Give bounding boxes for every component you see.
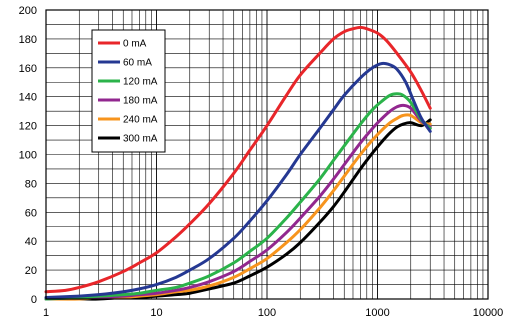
x-tick-label: 100 bbox=[258, 307, 276, 319]
y-tick-label: 0 bbox=[31, 294, 37, 306]
y-axis-tick-labels: 0 20 40 60 80 100 120 140 160 180 200 bbox=[19, 5, 37, 306]
y-tick-label: 80 bbox=[25, 178, 37, 190]
series-line-180-ma bbox=[44, 103, 432, 301]
y-tick-label: 100 bbox=[19, 150, 37, 162]
series-line-120-ma bbox=[44, 92, 432, 301]
series-line-60-ma bbox=[44, 61, 432, 300]
y-tick-label: 40 bbox=[25, 236, 37, 248]
y-tick-label: 60 bbox=[25, 207, 37, 219]
legend-label-60-ma: 60 mA bbox=[123, 58, 152, 69]
x-tick-label: 1000 bbox=[365, 307, 389, 319]
legend-label-240-ma: 240 mA bbox=[123, 115, 158, 126]
y-tick-label: 160 bbox=[19, 63, 37, 75]
series-line-0-ma bbox=[44, 25, 432, 294]
legend: 0 mA 60 mA 120 mA 180 mA 240 mA 300 mA bbox=[91, 29, 166, 153]
y-tick-label: 200 bbox=[19, 5, 37, 17]
y-tick-label: 140 bbox=[19, 92, 37, 104]
legend-label-180-ma: 180 mA bbox=[123, 96, 158, 107]
y-tick-label: 180 bbox=[19, 34, 37, 46]
x-tick-label: 10 bbox=[150, 307, 162, 319]
legend-label-120-ma: 120 mA bbox=[123, 77, 158, 88]
y-tick-label: 120 bbox=[19, 121, 37, 133]
plot-frame bbox=[45, 9, 489, 300]
series-group bbox=[44, 25, 432, 301]
x-tick-label: 10000 bbox=[473, 307, 504, 319]
legend-box bbox=[91, 29, 166, 153]
legend-label-300-ma: 300 mA bbox=[123, 134, 158, 145]
x-axis-tick-labels: 1 10 100 1000 10000 bbox=[43, 307, 503, 319]
x-tick-label: 1 bbox=[43, 307, 49, 319]
legend-label-0-ma: 0 mA bbox=[123, 39, 147, 50]
y-tick-label: 20 bbox=[25, 265, 37, 277]
